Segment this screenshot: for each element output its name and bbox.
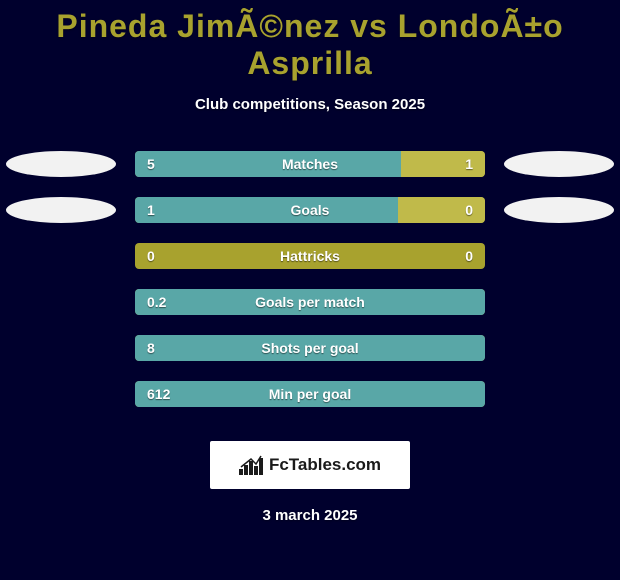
logo-text: FcTables.com: [269, 455, 381, 475]
stats-container: 51Matches10Goals00Hattricks0.2Goals per …: [0, 151, 620, 407]
stat-value-left: 0: [147, 243, 207, 269]
stat-row: 8Shots per goal: [0, 335, 620, 361]
player-avatar-right: [504, 197, 614, 223]
stat-value-left: 8: [147, 335, 207, 361]
stat-row: 0.2Goals per match: [0, 289, 620, 315]
comparison-infographic: Pineda JimÃ©nez vs LondoÃ±o Asprilla Clu…: [0, 0, 620, 580]
stat-row: 51Matches: [0, 151, 620, 177]
stat-value-left: 5: [147, 151, 207, 177]
stat-value-left: 612: [147, 381, 207, 407]
subtitle: Club competitions, Season 2025: [0, 96, 620, 113]
stat-value-left: 1: [147, 197, 207, 223]
stat-value-left: 0.2: [147, 289, 207, 315]
fctables-logo: FcTables.com: [210, 441, 410, 489]
fctables-icon: [239, 455, 263, 475]
player-avatar-left: [6, 151, 116, 177]
stat-row: 10Goals: [0, 197, 620, 223]
stat-row: 00Hattricks: [0, 243, 620, 269]
stat-value-right: 0: [413, 197, 473, 223]
stat-row: 612Min per goal: [0, 381, 620, 407]
player-avatar-right: [504, 151, 614, 177]
stat-value-right: 0: [413, 243, 473, 269]
player-avatar-left: [6, 197, 116, 223]
stat-value-right: 1: [413, 151, 473, 177]
page-title: Pineda JimÃ©nez vs LondoÃ±o Asprilla: [0, 0, 620, 82]
date-label: 3 march 2025: [0, 507, 620, 524]
